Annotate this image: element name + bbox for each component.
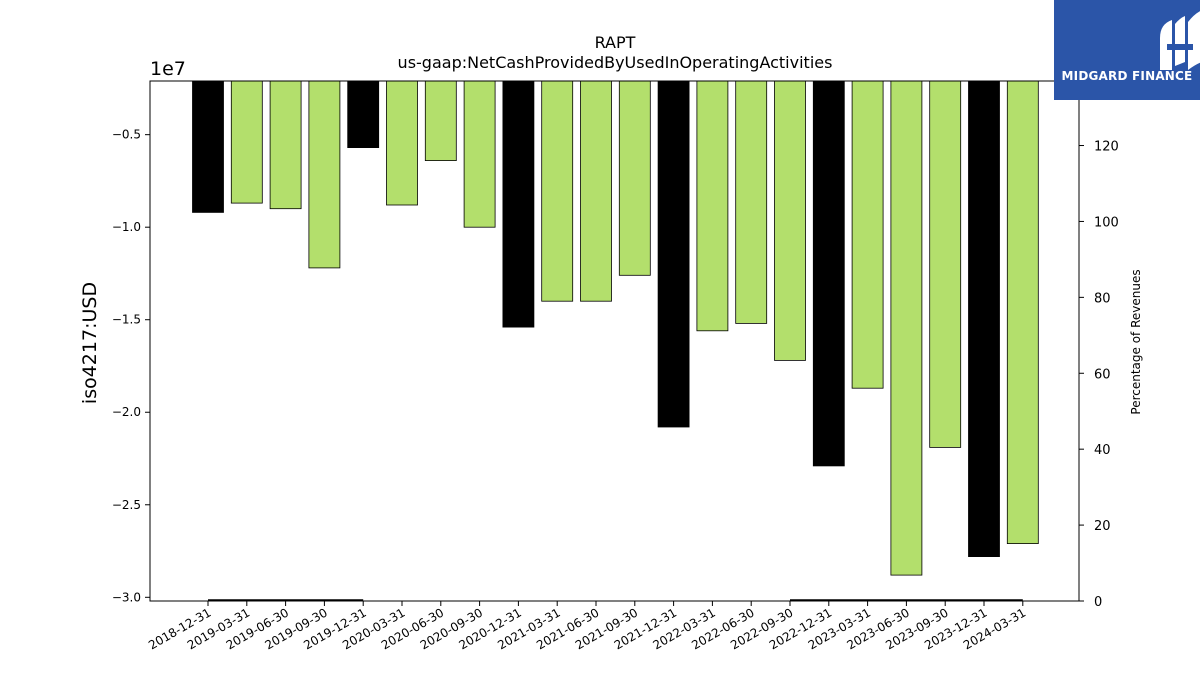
bar-2019-06-30 [269,80,302,210]
bar-2022-03-31 [696,80,729,332]
midgard-finance-logo: MIDGARD FINANCE [1054,0,1200,100]
bar-2021-12-31 [657,80,690,428]
bar-2023-09-30 [929,80,962,448]
y-tick-label: −0.5 [112,128,141,142]
bar-2023-12-31 [968,80,1000,558]
bar-2018-12-31 [192,80,224,213]
bar-2022-09-30 [774,80,806,361]
y2-tick-label: 120 [1094,140,1119,155]
y2-tick-label: 80 [1094,291,1111,306]
bar-2023-06-30 [890,80,923,576]
bar-2019-09-30 [308,80,341,269]
y-tick-label: −3.0 [112,590,141,604]
bar-2022-12-31 [812,80,845,467]
bar-2023-03-31 [851,80,884,389]
bar-2020-12-31 [502,80,535,328]
y2-tick-label: 60 [1094,367,1111,382]
logo-mark-icon [1160,11,1200,70]
plot-frame [149,80,1080,602]
plot-area: −0.5−1.0−1.5−2.0−2.5−3.0 0204060801001202… [112,80,1119,652]
y-axis-label: iso4217:USD [79,282,101,404]
y2-tick-label: 20 [1094,519,1111,534]
y-offset-label: 1e7 [150,58,186,80]
bar-2021-09-30 [618,80,651,276]
chart-subtitle: us-gaap:NetCashProvidedByUsedInOperating… [398,53,833,72]
y2-tick-label: 0 [1094,595,1102,610]
bar-2022-06-30 [735,80,768,324]
bar-2019-12-31 [347,80,380,148]
chart-title: RAPT [595,33,636,52]
y2-tick-label: 40 [1094,443,1111,458]
y-tick-label: −2.0 [112,405,141,419]
logo-text: MIDGARD FINANCE [1061,69,1193,83]
bar-2019-03-31 [230,80,263,204]
bar-2020-06-30 [424,80,457,161]
y-tick-label: −1.5 [112,313,141,327]
bar-2020-03-31 [386,80,418,206]
bar-2021-06-30 [580,80,612,302]
y2-axis-label: Percentage of Revenues [1129,269,1143,414]
bar-2021-03-31 [541,80,574,302]
bar-2020-09-30 [463,80,496,228]
bar-2024-03-31 [1006,80,1039,545]
y-tick-label: −2.5 [112,498,141,512]
y-tick-label: −1.0 [112,220,141,234]
y2-tick-label: 100 [1094,215,1119,230]
